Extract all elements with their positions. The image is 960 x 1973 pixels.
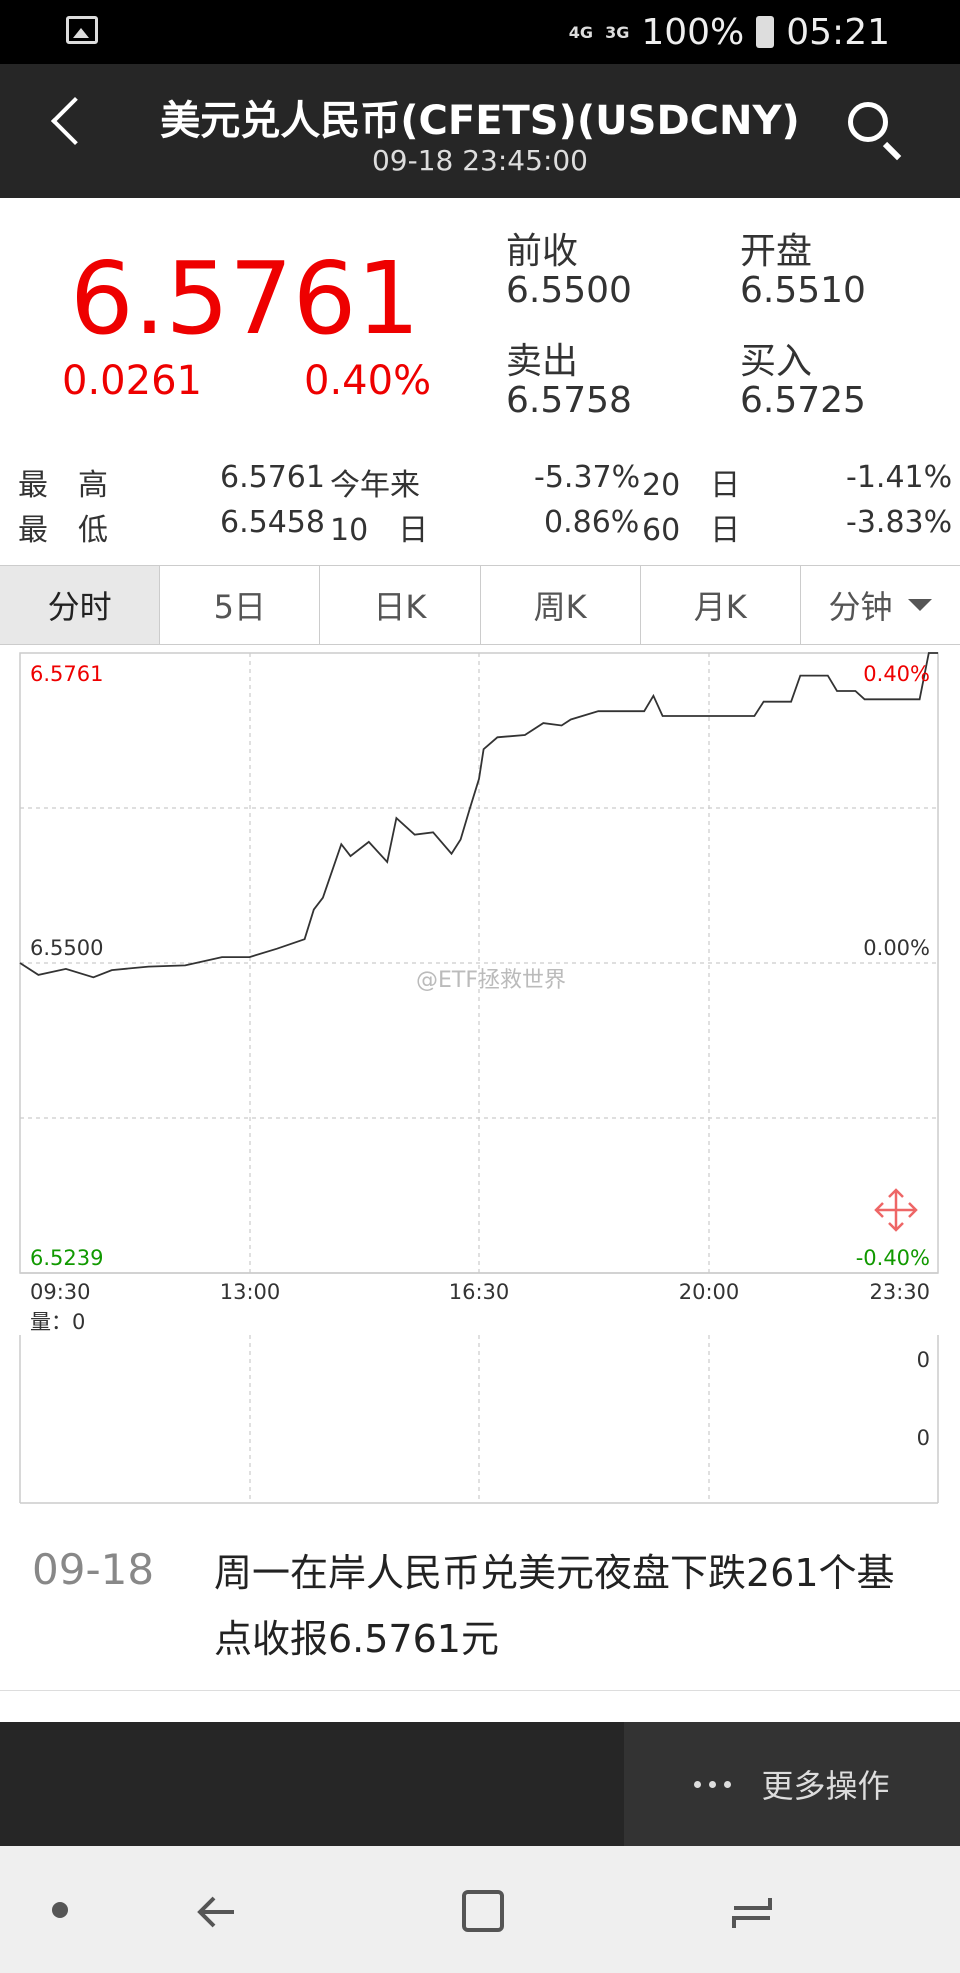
battery-text: 100%: [641, 11, 745, 53]
tab-intraday[interactable]: 分时: [0, 566, 161, 644]
low-value: 6.5458: [220, 505, 325, 540]
more-dots-icon: [694, 1780, 732, 1788]
y-min-label: 6.5239: [30, 1246, 103, 1270]
search-icon[interactable]: [848, 102, 888, 142]
page-title: 美元兑人民币(CFETS)(USDCNY): [160, 98, 800, 144]
prev-close-label: 前收: [506, 231, 579, 272]
y-max-label: 6.5761: [30, 662, 103, 686]
x-tick-label: 13:00: [220, 1280, 281, 1304]
clock: 05:21: [786, 11, 890, 53]
low-label: 最 低: [18, 513, 108, 548]
volume-label: 量：0: [30, 1310, 85, 1334]
tab-monthly-k[interactable]: 月K: [641, 566, 801, 644]
grid: [20, 653, 938, 1503]
nav-recent-apps-icon[interactable]: [730, 1890, 774, 1934]
prev-close-value: 6.5500: [506, 270, 632, 311]
d20-label: 20 日: [642, 468, 741, 503]
nav-home-icon[interactable]: [462, 1890, 504, 1932]
pct-max-label: 0.40%: [863, 662, 930, 686]
high-label: 最 高: [18, 468, 108, 503]
news-headline[interactable]: 周一在岸人民币兑美元夜盘下跌261个基点收报6.5761元: [214, 1551, 895, 1661]
app-header: 美元兑人民币(CFETS)(USDCNY) 09-18 23:45:00: [0, 64, 960, 198]
bid-value: 6.5725: [740, 380, 866, 421]
network-3g: 3G: [605, 22, 630, 42]
system-nav-bar: [0, 1846, 960, 1973]
nav-dot-icon[interactable]: [52, 1902, 68, 1918]
ytd-label: 今年来: [330, 468, 420, 503]
high-value: 6.5761: [220, 460, 325, 495]
tab-minute[interactable]: 分钟: [801, 566, 960, 644]
volume-tick-label: 0: [917, 1348, 930, 1372]
open-value: 6.5510: [740, 270, 866, 311]
bid-label: 买入: [740, 341, 813, 382]
quote-datetime: 09-18 23:45:00: [371, 144, 588, 177]
nav-back-icon[interactable]: [196, 1892, 236, 1932]
d20-value: -1.41%: [846, 460, 953, 495]
tab-minute-label: 分钟: [828, 588, 893, 626]
d10-label: 10 日: [330, 513, 429, 548]
battery-icon: [756, 16, 775, 48]
x-tick-label: 16:30: [449, 1280, 510, 1304]
x-tick-label: 09:30: [30, 1280, 91, 1304]
d10-value: 0.86%: [544, 505, 640, 540]
ask-value: 6.5758: [506, 380, 632, 421]
pct-mid-label: 0.00%: [863, 936, 930, 960]
status-bar: 4G 3G 100% 05:21: [0, 0, 960, 64]
more-actions-button[interactable]: 更多操作: [624, 1722, 960, 1846]
dropdown-arrow-icon: [908, 599, 933, 611]
tab-daily-k[interactable]: 日K: [320, 566, 481, 644]
divider: [0, 1690, 960, 1691]
price-line: [19, 652, 938, 979]
bottom-action-bar: 更多操作: [0, 1722, 960, 1846]
ytd-value: -5.37%: [534, 460, 641, 495]
pct-min-label: -0.40%: [856, 1246, 930, 1270]
intraday-chart[interactable]: 6.5761 6.5500 6.5239 0.40% 0.00% -0.40% …: [0, 645, 960, 1505]
x-tick-label: 23:30: [869, 1280, 930, 1304]
open-label: 开盘: [740, 231, 813, 272]
more-actions-label: 更多操作: [761, 1767, 890, 1805]
price-change: 0.0261: [62, 358, 202, 404]
d60-value: -3.83%: [846, 505, 953, 540]
gallery-notification-icon: [66, 16, 98, 44]
volume-tick-label: 0: [917, 1426, 930, 1450]
last-price: 6.5761: [70, 240, 420, 357]
chart-period-tabs: 分时 5日 日K 周K 月K 分钟: [0, 565, 960, 645]
ask-label: 卖出: [506, 341, 579, 382]
watermark: @ETF拯救世界: [416, 968, 566, 993]
x-tick-label: 20:00: [679, 1280, 740, 1304]
price-change-pct: 0.40%: [304, 358, 432, 404]
tab-5day[interactable]: 5日: [160, 566, 321, 644]
tab-weekly-k[interactable]: 周K: [481, 566, 641, 644]
d60-label: 60 日: [642, 513, 741, 548]
expand-icon: [874, 1188, 918, 1232]
network-4g: 4G: [568, 22, 594, 42]
y-mid-label: 6.5500: [30, 936, 103, 960]
news-date: 09-18: [32, 1545, 155, 1594]
